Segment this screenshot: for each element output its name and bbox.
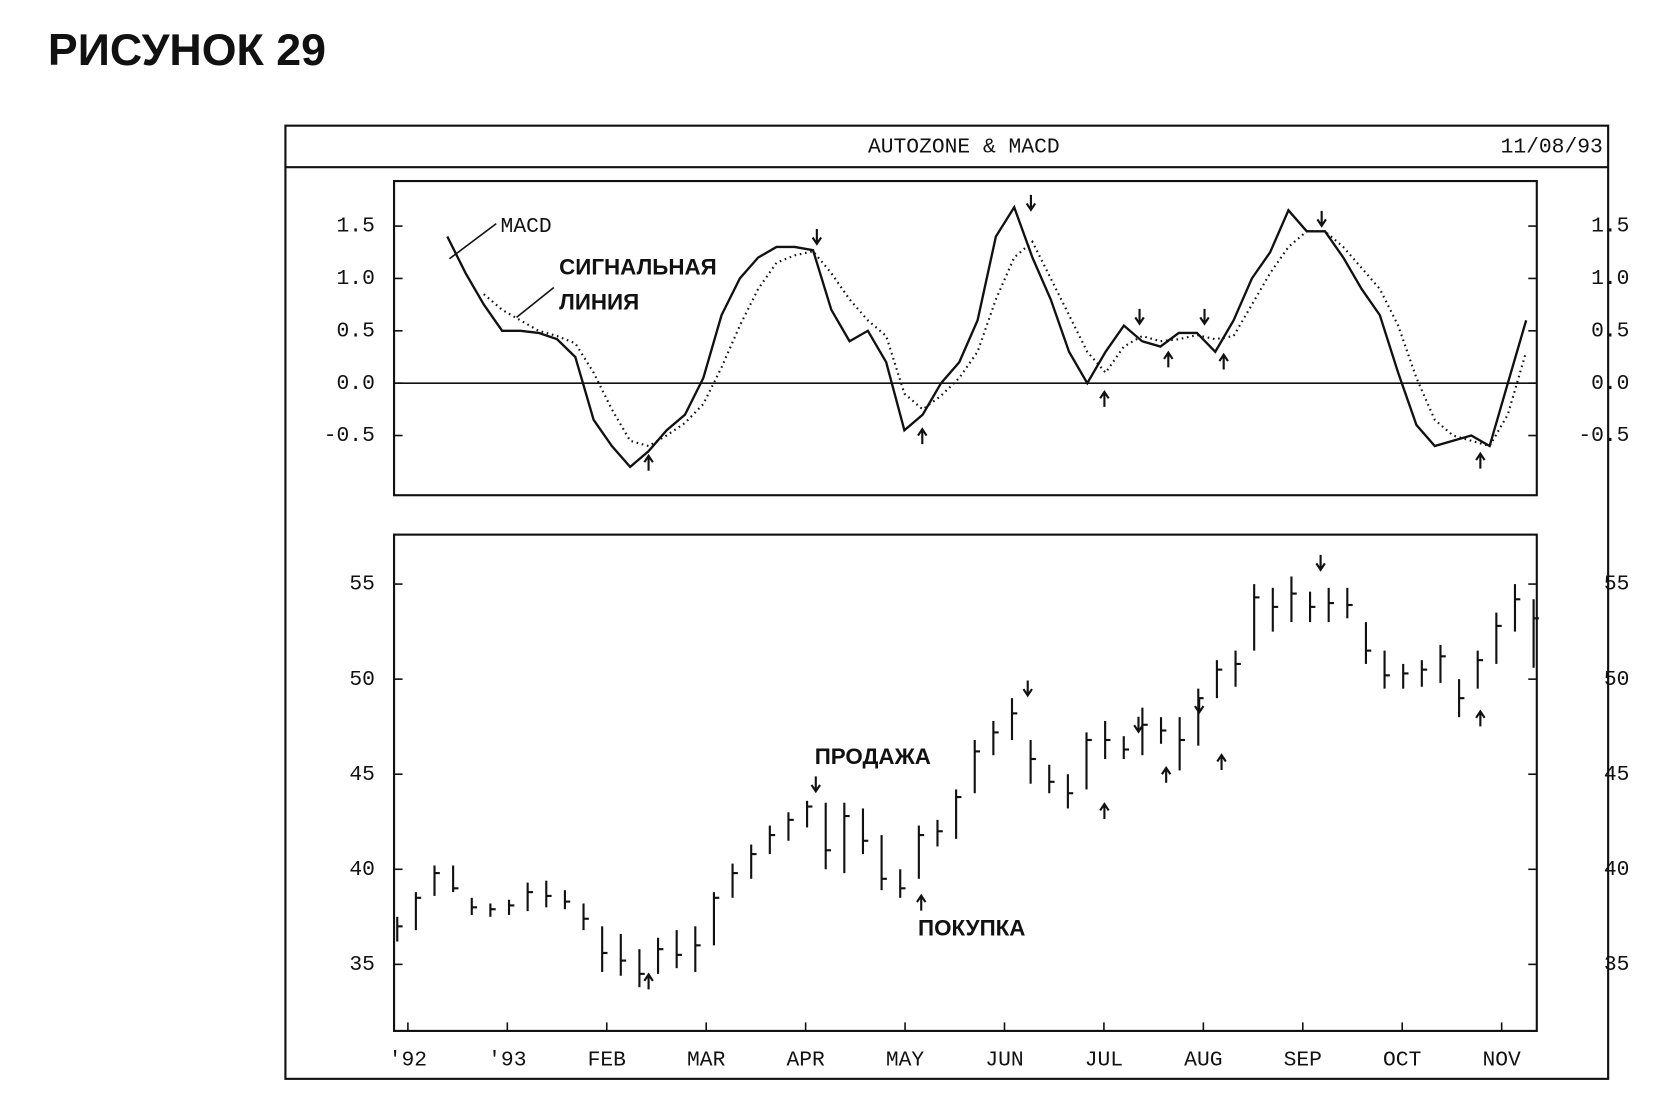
x-tick-label: JUL xyxy=(1085,1048,1123,1072)
x-tick-label: '92 xyxy=(389,1048,427,1072)
y2-tick-label: -0.5 xyxy=(1578,424,1629,448)
signal-arrow xyxy=(1133,716,1144,734)
x-tick-label: '93 xyxy=(488,1048,526,1072)
x-tick-label: JUN xyxy=(985,1048,1023,1072)
signal-arrow xyxy=(1025,194,1037,212)
leader-line xyxy=(448,223,497,260)
signal-arrow xyxy=(1475,709,1486,727)
y2-tick-label: 40 xyxy=(1604,858,1630,882)
x-tick-label: NOV xyxy=(1482,1048,1521,1072)
x-tick-label: MAY xyxy=(886,1048,925,1072)
signal-arrow xyxy=(810,776,821,794)
signal-arrow xyxy=(1099,802,1110,819)
y-tick-label: 55 xyxy=(349,573,375,597)
signal-arrow xyxy=(1199,308,1210,326)
chart-frame xyxy=(284,124,1610,1080)
figure-heading: РИСУНОК 29 xyxy=(48,26,326,75)
y2-tick-label: 55 xyxy=(1604,573,1630,597)
y-tick-label: 0.5 xyxy=(337,319,375,343)
signal-arrow xyxy=(1134,308,1145,326)
y2-tick-label: 0.0 xyxy=(1591,372,1629,396)
y2-tick-label: 50 xyxy=(1604,668,1630,692)
chart-date: 11/08/93 xyxy=(1501,136,1603,160)
signal-arrow xyxy=(1475,451,1486,469)
signal-arrow xyxy=(1022,680,1033,698)
signal-arrow xyxy=(1315,554,1326,572)
y2-tick-label: 45 xyxy=(1604,763,1630,787)
chart-title: AUTOZONE & MACD xyxy=(868,136,1060,160)
x-tick-label: FEB xyxy=(588,1048,626,1072)
legend-label: MACD xyxy=(501,214,552,238)
y2-tick-label: 0.5 xyxy=(1591,319,1629,343)
y-tick-label: 1.5 xyxy=(337,215,375,239)
y-tick-label: 40 xyxy=(349,858,375,882)
series-line xyxy=(483,230,1528,448)
signal-arrow xyxy=(1163,350,1174,368)
signal-arrow xyxy=(1316,210,1327,228)
annotation: ПРОДАЖА xyxy=(815,744,931,769)
y-tick-label: 45 xyxy=(349,763,375,787)
signal-arrow xyxy=(643,453,654,471)
y-tick-label: 35 xyxy=(349,953,375,977)
signal-arrow xyxy=(643,972,654,990)
x-tick-label: SEP xyxy=(1284,1048,1322,1072)
series-line xyxy=(446,204,1528,469)
x-tick-label: AUG xyxy=(1184,1048,1222,1072)
signal-arrow xyxy=(916,893,927,911)
y2-tick-label: 1.5 xyxy=(1591,215,1629,239)
y-tick-label: 1.0 xyxy=(337,267,375,291)
legend-label: СИГНАЛЬНАЯ ЛИНИЯ xyxy=(559,254,717,314)
y2-tick-label: 35 xyxy=(1604,953,1630,977)
leader-line xyxy=(516,286,555,318)
signal-arrow xyxy=(1194,697,1205,715)
signal-arrow xyxy=(1218,352,1229,370)
signal-arrow xyxy=(811,228,823,246)
signal-arrow xyxy=(1161,765,1172,783)
signal-arrow xyxy=(1216,753,1227,770)
y2-tick-label: 1.0 xyxy=(1591,267,1629,291)
price-panel xyxy=(392,533,1538,1032)
x-tick-label: MAR xyxy=(687,1048,726,1072)
y-tick-label: -0.5 xyxy=(324,424,375,448)
x-tick-label: APR xyxy=(786,1048,825,1072)
y-tick-label: 50 xyxy=(349,668,375,692)
annotation: ПОКУПКА xyxy=(918,916,1025,941)
x-tick-label: OCT xyxy=(1383,1048,1421,1072)
figure: РИСУНОК 29 AUTOZONE & MACD 11/08/93 ПРОД… xyxy=(48,26,1630,1080)
macd-panel xyxy=(392,179,1538,497)
y-tick-label: 0.0 xyxy=(337,372,375,396)
signal-arrow xyxy=(1099,390,1110,407)
signal-arrow xyxy=(917,427,928,445)
